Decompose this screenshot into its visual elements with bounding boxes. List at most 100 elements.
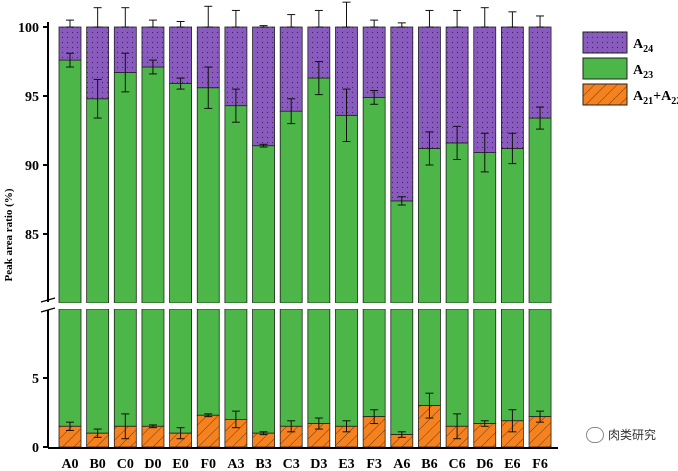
bar-a23-lower — [473, 308, 497, 424]
bar-group-A6 — [390, 22, 414, 448]
bar-a24 — [445, 26, 469, 144]
bar-a23-upper — [528, 117, 552, 304]
bar-group-E0 — [169, 20, 193, 448]
bar-a23-lower — [224, 308, 248, 420]
x-tick-label-D0: D0 — [144, 457, 161, 471]
bar-a24 — [528, 26, 552, 119]
bar-group-C6 — [445, 9, 469, 448]
x-tick-label-C3: C3 — [283, 457, 300, 471]
bar-group-B6 — [418, 9, 441, 448]
x-tick-label-B3: B3 — [255, 457, 271, 471]
bar-a23-upper — [362, 96, 386, 304]
x-tick-label-A6: A6 — [393, 457, 410, 471]
bar-a23-upper — [445, 142, 469, 304]
bar-a21-a22 — [141, 425, 165, 448]
legend: A24 A23 A21+A22 — [582, 31, 678, 107]
bar-group-F3 — [362, 19, 386, 448]
y-tick-label-90: 90 — [25, 159, 39, 174]
bar-a23-lower — [362, 308, 386, 418]
bar-a23-lower — [307, 308, 331, 424]
bar-a23-upper — [169, 83, 193, 304]
axis-break-gap — [38, 303, 558, 309]
bar-group-F6 — [528, 15, 552, 448]
bar-a23-lower — [196, 308, 220, 416]
y-axis-label: Peak area ratio (%) — [3, 188, 15, 281]
bar-a23-lower — [252, 308, 275, 434]
bar-group-E6 — [500, 11, 524, 448]
bar-a23-upper — [418, 148, 441, 304]
x-tick-label-B6: B6 — [421, 457, 437, 471]
legend-swatch-a24 — [582, 31, 628, 54]
bar-a23-upper — [390, 200, 414, 304]
bar-a24 — [390, 26, 414, 202]
bar-a23-upper — [252, 145, 275, 304]
bar-a24 — [362, 26, 386, 98]
bar-a23-lower — [58, 308, 82, 427]
bar-a23-lower — [335, 308, 358, 427]
watermark-logo: 肉类研究 — [585, 426, 656, 443]
bar-a23-upper — [196, 87, 220, 304]
bar-a21-a22 — [252, 432, 275, 448]
chat-bubble-icon — [585, 426, 604, 443]
bar-a23-upper — [279, 110, 303, 304]
bar-a23-upper — [141, 66, 165, 304]
x-tick-label-E6: E6 — [504, 457, 520, 471]
bar-a23-upper — [307, 77, 331, 304]
x-tick-label-B0: B0 — [89, 457, 105, 471]
bar-a23-lower — [86, 308, 110, 434]
legend-label-a23: A23 — [633, 63, 653, 81]
bar-group-B0 — [86, 7, 110, 448]
bar-group-E3 — [335, 1, 358, 448]
bar-group-C0 — [113, 7, 137, 448]
bar-a23-upper — [335, 114, 358, 304]
bar-group-B3 — [252, 25, 275, 448]
x-tick-label-A3: A3 — [227, 457, 244, 471]
bar-a24 — [500, 26, 524, 149]
bar-a23-lower — [500, 308, 524, 422]
bar-a23-lower — [169, 308, 193, 434]
bar-a23-lower — [445, 308, 469, 427]
legend-label-a21-a22: A21+A22 — [633, 89, 678, 107]
axis-break-mark — [40, 297, 56, 303]
x-tick-label-D6: D6 — [476, 457, 493, 471]
bar-a23-upper — [86, 98, 110, 304]
bar-group-A0 — [58, 19, 82, 448]
bar-a23-upper — [473, 152, 497, 304]
bar-a23-upper — [224, 105, 248, 304]
y-tick-label-0: 0 — [32, 441, 39, 456]
bar-a21-a22 — [196, 414, 220, 448]
bar-a24 — [418, 26, 441, 149]
x-tick-label-F0: F0 — [200, 457, 216, 471]
x-tick-label-C6: C6 — [449, 457, 466, 471]
bar-a23-upper — [58, 59, 82, 304]
bar-a23-lower — [279, 308, 303, 427]
x-tick-label-D3: D3 — [310, 457, 327, 471]
legend-swatch-a21-a22 — [582, 83, 628, 106]
logo-text: 肉类研究 — [607, 428, 656, 442]
axis-break-mark — [40, 307, 56, 313]
y-tick-label-95: 95 — [25, 90, 39, 105]
y-tick-label-5: 5 — [32, 372, 39, 387]
bar-a23-lower — [113, 308, 137, 427]
x-tick-label-F6: F6 — [532, 457, 548, 471]
y-tick-label-85: 85 — [25, 228, 39, 243]
bar-group-D3 — [307, 9, 331, 448]
bar-group-F0 — [196, 5, 220, 448]
x-tick-label-E0: E0 — [172, 457, 188, 471]
bar-a23-lower — [528, 308, 552, 418]
bar-a23-lower — [418, 308, 441, 406]
bar-a23-lower — [390, 308, 414, 435]
x-tick-label-A0: A0 — [61, 457, 78, 471]
x-tick-label-E3: E3 — [338, 457, 354, 471]
bar-group-D6 — [473, 7, 497, 448]
bar-a21-a22 — [473, 423, 497, 448]
legend-swatch-a23 — [582, 57, 628, 80]
x-tick-label-C0: C0 — [117, 457, 134, 471]
bar-a23-upper — [113, 72, 137, 304]
bar-a23-upper — [500, 148, 524, 304]
legend-label-a24: A24 — [633, 37, 653, 55]
bar-a23-lower — [141, 308, 165, 427]
bar-group-C3 — [279, 14, 303, 448]
bar-a24 — [252, 26, 275, 147]
